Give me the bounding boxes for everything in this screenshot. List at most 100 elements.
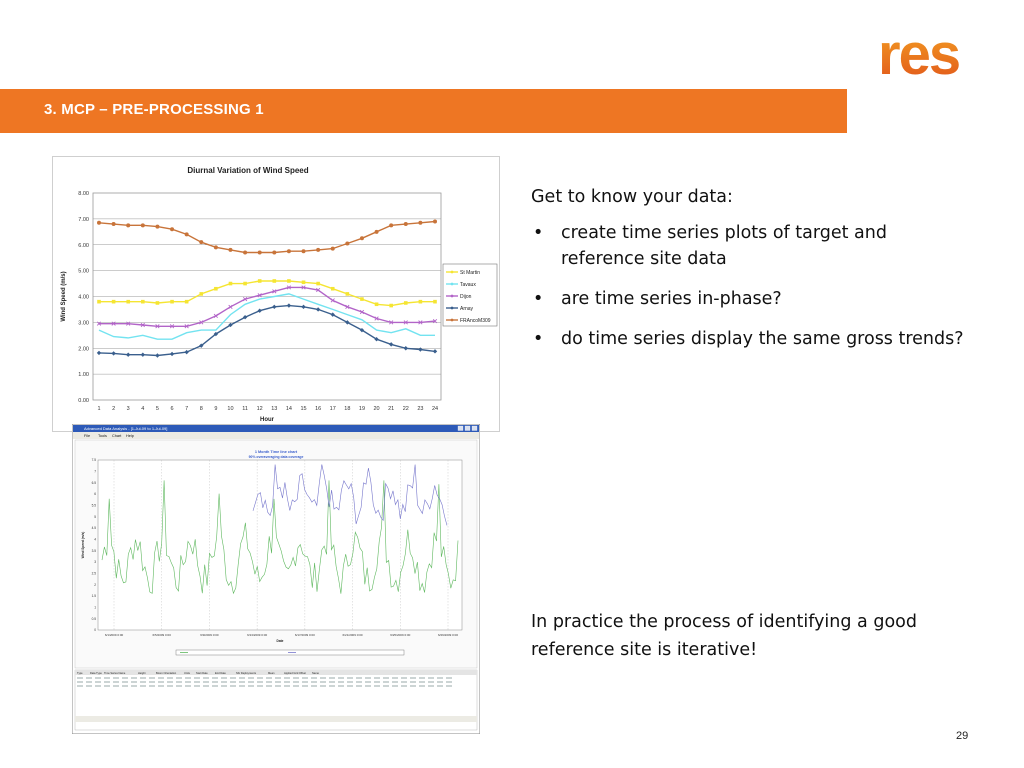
data-point [184,299,189,304]
table-header-cell: Nbr Deployments [236,671,257,675]
timeline-chart-subtitle: 90% overaveraging data coverage [249,455,304,459]
table-header-cell: Applied Grid Offset [284,671,306,675]
menu-bar [73,432,479,439]
timeline-x-tick: 6/29/2009 0:00 [438,633,458,637]
data-point [170,227,175,232]
data-point [97,220,101,225]
section-header-bar: 3. MCP – PRE-PROCESSING 1 [0,89,847,133]
x-tick-label: 19 [359,406,365,412]
timeline-y-tick: 2.5 [92,572,97,576]
data-point [214,286,218,291]
bullet-glyph: • [533,289,544,309]
close-icon [471,425,478,431]
data-point [199,343,204,348]
data-point [359,236,364,241]
x-tick-label: 20 [374,406,380,412]
timeline-y-tick: 3 [94,560,96,564]
legend-label: FRAncoM309 [460,318,491,324]
data-point [257,293,262,298]
legend-marker [450,282,454,286]
data-point [228,304,233,309]
data-point [301,304,306,310]
timeline-y-tick: 1 [94,606,96,610]
table-header-cell: End Date [215,671,226,675]
timeline-y-tick: 7.5 [92,458,97,462]
menu-item: Tools [98,434,107,438]
data-point [243,250,248,255]
data-point [374,336,379,342]
data-point [432,349,438,354]
data-point [126,299,131,304]
data-point [418,347,423,352]
data-point [345,292,350,296]
series-table-header [75,670,477,675]
page-number: 29 [956,730,969,742]
data-point [287,279,291,283]
minimize-icon [457,425,464,431]
x-tick-label: 11 [242,406,248,412]
data-point [170,299,174,304]
x-tick-label: 17 [330,406,336,412]
data-point [140,322,145,328]
data-point [243,281,247,286]
data-point [432,318,438,324]
x-tick-label: 23 [417,406,423,412]
legend-marker [450,306,454,310]
data-point [359,327,365,333]
bullet-glyph: • [533,223,544,243]
data-point [316,287,321,293]
data-point [403,320,408,325]
iterative-note: In practice the process of identifying a… [531,612,917,660]
data-point [111,351,116,356]
data-point [96,321,102,326]
bullet-text: are time series in-phase? [561,289,782,309]
chart-legend: St Martin Tavaux Dijon Arnay FRAncoM309 [442,263,498,327]
bullet-text: create time series plots of target and r… [561,223,887,269]
timeline-y-tick: 0.5 [92,617,97,621]
data-point [213,331,219,337]
menu-item: File [84,434,90,438]
x-tick-label: 6 [171,406,174,412]
data-point [388,342,394,347]
series-line [98,293,435,340]
data-point [184,324,189,329]
data-point [257,279,262,283]
x-axis-label: Hour [260,417,275,423]
data-point [389,320,394,325]
data-point [140,352,146,357]
timeline-x-tick: 6/5/2009 0:00 [153,633,172,637]
data-point [126,321,131,326]
y-tick-label: 6.00 [78,243,89,249]
bullet-item: • are time series in-phase? [531,286,971,312]
timeline-x-tick: 6/21/2009 0:00 [343,633,363,637]
chart-title: Diurnal Variation of Wind Speed [187,166,308,175]
series-line [98,220,436,254]
data-point [228,322,233,328]
legend-marker [450,270,454,274]
menu-item: Chart [112,434,122,438]
data-point [242,296,248,302]
data-point [140,223,145,228]
data-point [345,241,350,246]
data-point [155,324,160,329]
data-point [199,240,204,245]
res-logo: res [878,24,961,84]
x-tick-label: 10 [227,406,233,412]
x-tick-label: 24 [432,406,438,412]
y-tick-label: 1.00 [78,372,89,378]
data-point [141,299,145,304]
timeline-purple-series [252,464,448,526]
data-point [111,299,116,304]
y-tick-label: 3.00 [78,320,89,326]
data-point [389,223,394,228]
x-tick-label: 9 [214,406,217,412]
data-point [184,232,189,237]
timeline-x-tick: 6/17/2009 0:00 [295,633,315,637]
legend-marker [450,318,454,322]
data-point [389,303,393,308]
timeline-y-tick: 2 [94,583,96,587]
data-point [184,349,189,355]
table-header-cell: Type [77,671,83,675]
data-point [374,316,379,321]
data-point [286,285,292,290]
